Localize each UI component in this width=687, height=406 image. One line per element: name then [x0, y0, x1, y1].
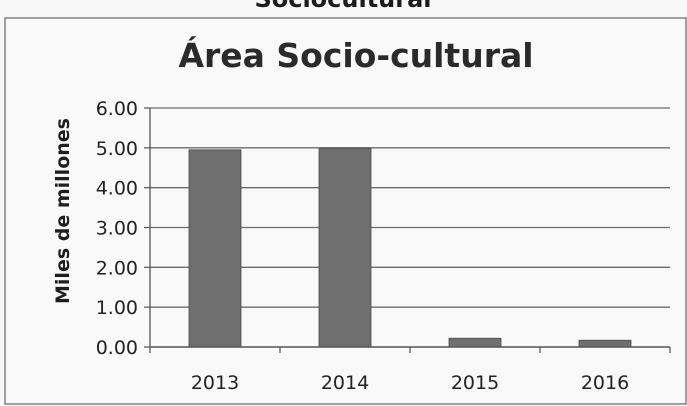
bar-2013 — [188, 149, 242, 348]
header-cut-caption: Sociocultural — [254, 0, 431, 13]
y-tick-label: 3.00 — [96, 218, 138, 240]
chart-title: Área Socio-cultural — [178, 35, 533, 75]
bars — [188, 147, 632, 348]
y-tick-label: 6.00 — [96, 98, 138, 120]
bar-2014 — [318, 147, 372, 348]
y-tick-label: 5.00 — [96, 138, 138, 160]
bar-2016 — [578, 339, 632, 348]
x-tick-label: 2015 — [451, 372, 499, 394]
y-tick-label: 2.00 — [96, 257, 138, 279]
y-axis-label: Miles de millones — [52, 118, 74, 304]
bar-2015 — [448, 337, 502, 348]
y-tick-labels: 0.00 1.00 2.00 3.00 4.00 5.00 6.00 — [96, 98, 138, 359]
y-tick-label: 4.00 — [96, 178, 138, 200]
x-tick-label: 2014 — [321, 372, 369, 394]
y-tick-label: 0.00 — [96, 337, 138, 359]
x-tick-labels: 2013 2014 2015 2016 — [191, 372, 629, 394]
y-tick-label: 1.00 — [96, 297, 138, 319]
axes — [144, 107, 671, 353]
x-tick-label: 2016 — [581, 372, 629, 394]
x-tick-label: 2013 — [191, 372, 239, 394]
